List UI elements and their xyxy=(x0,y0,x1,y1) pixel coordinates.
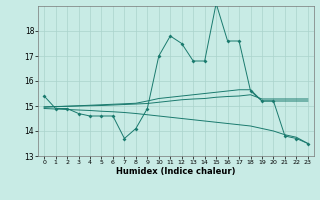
X-axis label: Humidex (Indice chaleur): Humidex (Indice chaleur) xyxy=(116,167,236,176)
